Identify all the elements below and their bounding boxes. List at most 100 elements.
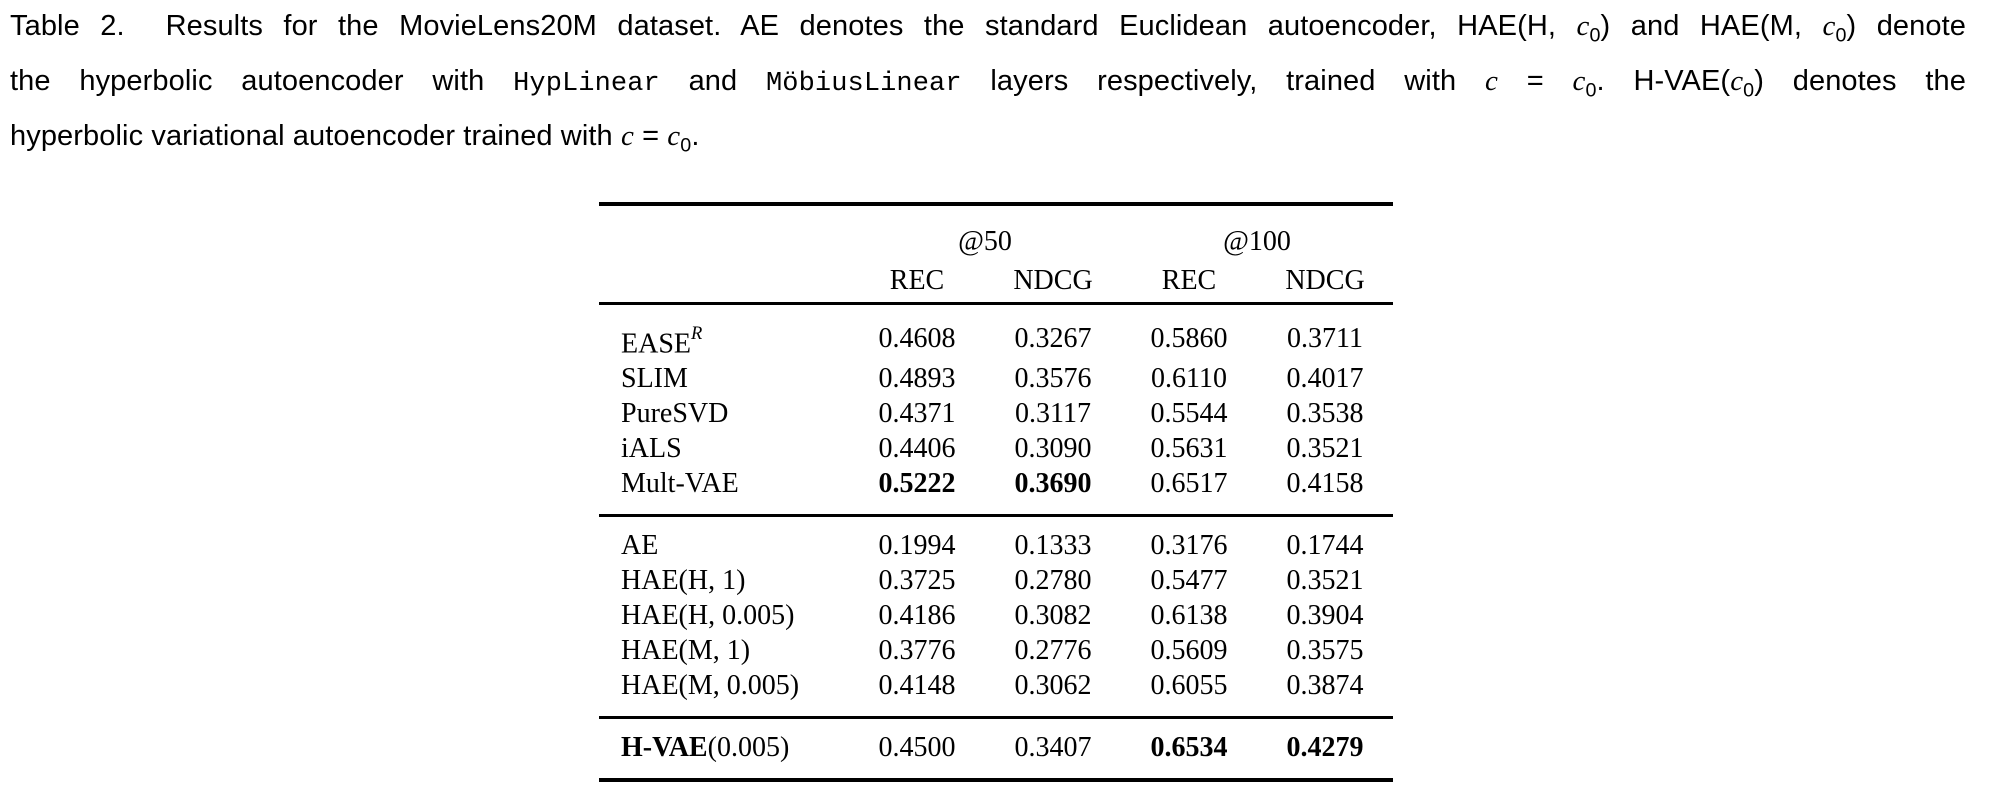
- table-group-3: H-VAE(0.005) 0.4500 0.3407 0.6534 0.4279: [599, 717, 1393, 781]
- metric-value: 0.1333: [1014, 530, 1092, 562]
- metric-value: 0.1744: [1286, 530, 1364, 562]
- table-row: SLIM 0.4893 0.3576 0.6110 0.4017: [599, 361, 1393, 396]
- metric-value: 0.4279: [1286, 732, 1364, 764]
- metric-value: 0.4608: [878, 323, 956, 355]
- text-segment: and: [659, 64, 766, 97]
- row-label: iALS: [599, 431, 849, 466]
- row-label: SLIM: [599, 361, 849, 396]
- metric-value: 0.5860: [1150, 323, 1228, 355]
- text-segment: =: [1497, 64, 1573, 97]
- results-table: @50 @100 REC NDCG REC NDCG EASER 0.4608 0.…: [599, 202, 1393, 783]
- text-segment: ) denotes the: [1754, 64, 1966, 97]
- header-col-ndcg-50: NDCG: [1013, 265, 1093, 296]
- text-segment: Table 2. Results for the MovieLens20M da…: [10, 10, 1577, 42]
- table-row: PureSVD 0.4371 0.3117 0.5544 0.3538: [599, 396, 1393, 431]
- text-segment: HAE(H, 0.005): [621, 600, 795, 632]
- metric-value: 0.3117: [1015, 398, 1091, 430]
- text-segment: HAE(H, 1): [621, 565, 746, 597]
- metric-value: 0.3575: [1286, 635, 1364, 667]
- table-row: H-VAE(0.005) 0.4500 0.3407 0.6534 0.4279: [599, 718, 1393, 781]
- text-segment: layers respectively, trained with: [961, 64, 1485, 97]
- row-label: EASER: [599, 304, 849, 362]
- text-segment: .: [691, 119, 700, 152]
- metric-value: 0.3538: [1286, 398, 1364, 430]
- text-segment: . H-VAE(: [1596, 64, 1731, 97]
- text-segment: ) denote: [1846, 10, 1967, 42]
- metric-value: 0.5631: [1150, 433, 1228, 465]
- text-segment: PureSVD: [621, 398, 729, 430]
- metric-value: 0.2776: [1014, 635, 1092, 667]
- metric-value: 0.5544: [1150, 398, 1228, 430]
- metric-value: 0.6055: [1150, 670, 1228, 702]
- metric-value: 0.5609: [1150, 635, 1228, 667]
- row-label: AE: [599, 516, 849, 564]
- header-col-ndcg-100: NDCG: [1285, 265, 1365, 296]
- row-label: PureSVD: [599, 396, 849, 431]
- row-label: HAE(H, 0.005): [599, 598, 849, 633]
- metric-value: 0.3576: [1014, 363, 1092, 395]
- row-label: HAE(M, 1): [599, 633, 849, 668]
- header-col-rec-100: REC: [1161, 265, 1217, 296]
- metric-value: 0.3090: [1014, 433, 1092, 465]
- metric-value: 0.6138: [1150, 600, 1228, 632]
- header-group-row: @50 @100: [599, 204, 1393, 260]
- metric-value: 0.3267: [1014, 323, 1092, 355]
- header-group-at100: @100: [1223, 226, 1291, 257]
- metric-value: 0.3062: [1014, 670, 1092, 702]
- code-text: HypLinear: [513, 68, 660, 99]
- bold-text: H-VAE: [621, 732, 708, 764]
- metric-value: 0.5222: [878, 468, 956, 500]
- header-empty-cell: [599, 204, 849, 260]
- subscript-text: 0: [1743, 79, 1755, 102]
- metric-value: 0.4406: [878, 433, 956, 465]
- table-group-1: EASER 0.4608 0.3267 0.5860 0.3711 SLIM 0.4893 0…: [599, 303, 1393, 516]
- math-variable: c: [667, 119, 681, 152]
- text-segment: the hyperbolic autoencoder with: [10, 64, 514, 97]
- table-row: AE 0.1994 0.1333 0.3176 0.1744: [599, 516, 1393, 564]
- text-segment: Mult-VAE: [621, 468, 739, 500]
- table-group-2: AE 0.1994 0.1333 0.3176 0.1744 HAE(H, 1) 0.372…: [599, 515, 1393, 718]
- caption-line-3: hyperbolic variational autoencoder train…: [10, 114, 1966, 169]
- text-segment: SLIM: [621, 363, 688, 395]
- metric-value: 0.4500: [878, 732, 956, 764]
- metric-value: 0.3725: [878, 565, 956, 597]
- table-caption: Table 2. Results for the MovieLens20M da…: [10, 4, 1966, 169]
- table-row: EASER 0.4608 0.3267 0.5860 0.3711: [599, 304, 1393, 362]
- text-segment: AE: [621, 530, 659, 562]
- text-segment: (0.005): [707, 732, 790, 764]
- caption-line-2: the hyperbolic autoencoder with HypLinea…: [10, 59, 1966, 114]
- metric-value: 0.4017: [1286, 363, 1364, 395]
- text-segment: ) and HAE(M,: [1600, 10, 1823, 42]
- metric-value: 0.3776: [878, 635, 956, 667]
- results-table-container: @50 @100 REC NDCG REC NDCG EASER 0.4608 0.…: [599, 202, 1393, 783]
- math-variable: c: [620, 119, 634, 152]
- metric-value: 0.6110: [1151, 363, 1227, 395]
- metric-value: 0.3874: [1286, 670, 1364, 702]
- text-segment: hyperbolic variational autoencoder train…: [10, 119, 621, 152]
- table-row: HAE(H, 0.005) 0.4186 0.3082 0.6138 0.3904: [599, 598, 1393, 633]
- code-text: MöbiusLinear: [766, 68, 962, 99]
- subscript-text: 0: [1589, 24, 1601, 47]
- subscript-text: 0: [1835, 24, 1847, 47]
- table-row: HAE(H, 1) 0.3725 0.2780 0.5477 0.3521: [599, 563, 1393, 598]
- text-segment: HAE(M, 1): [621, 635, 751, 667]
- text-segment: =: [633, 119, 668, 152]
- metric-value: 0.4148: [878, 670, 956, 702]
- metric-value: 0.5477: [1150, 565, 1228, 597]
- metric-value: 0.4186: [878, 600, 956, 632]
- header-empty-cell: [599, 260, 849, 304]
- metric-value: 0.6534: [1150, 732, 1228, 764]
- math-variable: c: [1572, 64, 1586, 97]
- math-variable: c: [1576, 10, 1590, 42]
- row-label: HAE(H, 1): [599, 563, 849, 598]
- subscript-text: 0: [680, 134, 692, 157]
- header-group-at50: @50: [958, 226, 1012, 257]
- metric-value: 0.3711: [1287, 323, 1363, 355]
- metric-value: 0.3521: [1286, 565, 1364, 597]
- math-variable: c: [1822, 10, 1836, 42]
- table-row: HAE(M, 1) 0.3776 0.2776 0.5609 0.3575: [599, 633, 1393, 668]
- text-segment: iALS: [621, 433, 682, 465]
- metric-value: 0.3904: [1286, 600, 1364, 632]
- row-label: Mult-VAE: [599, 466, 849, 516]
